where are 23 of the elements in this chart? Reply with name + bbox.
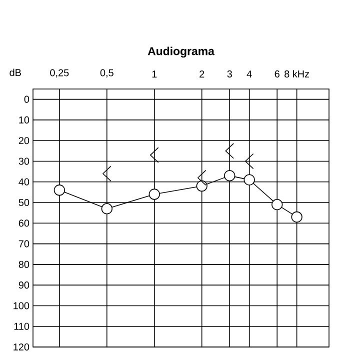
- x-tick-label: 3: [227, 70, 232, 78]
- y-tick-label: 50: [18, 198, 30, 206]
- y-tick-label: 10: [19, 116, 30, 124]
- y-tick-label: 40: [18, 178, 30, 186]
- chart-title: Audiograma: [148, 46, 214, 58]
- y-tick-label: 30: [18, 158, 30, 165]
- y-tick-label: 110: [14, 322, 30, 330]
- x-tick-label: 6: [274, 70, 280, 78]
- x-tick-label: 2: [200, 70, 204, 78]
- y-tick-label: 20: [18, 137, 30, 144]
- y-axis-title: dB: [10, 68, 21, 76]
- y-tick-label: 60: [18, 220, 30, 227]
- y-tick-label: 120: [14, 343, 30, 351]
- x-tick-label: 0,25: [50, 69, 69, 78]
- x-tick-label: 4: [246, 70, 252, 78]
- y-tick-label: 100: [14, 302, 30, 310]
- y-tick-label: 0: [24, 96, 30, 103]
- x-tick-label: 0,5: [100, 69, 114, 78]
- x-tick-label: 1: [152, 70, 157, 78]
- x-tick-label: 8 kHz: [284, 70, 310, 78]
- y-tick-label: 70: [18, 240, 30, 248]
- y-tick-label: 80: [18, 260, 30, 268]
- y-tick-label: 90: [18, 282, 30, 289]
